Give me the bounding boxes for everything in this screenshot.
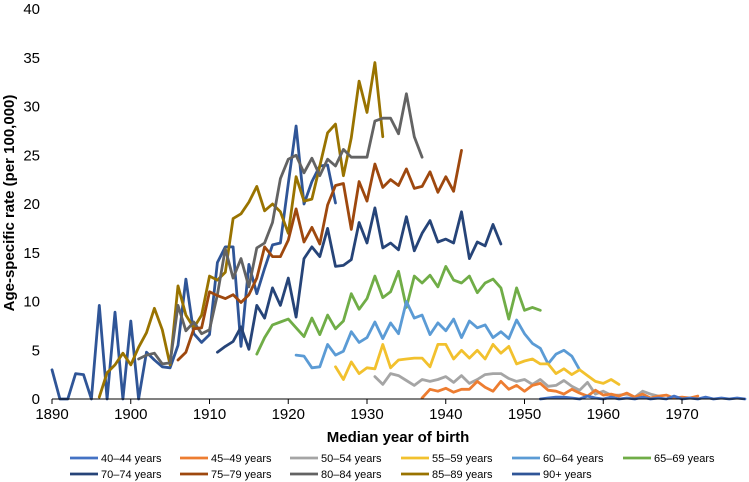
legend-item: 55–59 years	[401, 453, 493, 465]
legend-item: 60–64 years	[512, 453, 604, 465]
x-tick-label: 1940	[429, 406, 462, 423]
y-axis-ticks: 0 5 10 15 20 25 30 35 40	[23, 1, 40, 408]
y-tick-label: 0	[32, 391, 40, 408]
x-tick-label: 1930	[350, 406, 383, 423]
legend-item: 40–44 years	[70, 453, 162, 465]
legend-label: 60–64 years	[543, 453, 604, 465]
y-tick-label: 35	[23, 50, 40, 67]
legend-label: 55–59 years	[432, 453, 493, 465]
legend-label: 80–84 years	[321, 469, 382, 481]
y-tick-label: 5	[32, 342, 40, 359]
series-line-55-59-years	[334, 342, 621, 386]
y-tick-label: 15	[23, 245, 40, 262]
series-line-75-79-years	[176, 148, 463, 362]
x-tick-label: 1970	[665, 406, 698, 423]
legend-label: 65–69 years	[654, 453, 715, 465]
series-line-85-89-years	[97, 61, 385, 399]
series-line-80-84-years	[137, 92, 424, 366]
x-tick-label: 1900	[114, 406, 147, 423]
y-axis-title: Age-specific rate (per 100,000)	[1, 95, 18, 312]
legend-label: 85–89 years	[432, 469, 493, 481]
series-line-70-74-years	[215, 206, 503, 354]
y-tick-label: 25	[23, 147, 40, 164]
legend-item: 65–69 years	[623, 453, 715, 465]
x-axis-ticks: 1890 1900 1910 1920 1930 1940 1950 1960 1970	[35, 399, 699, 423]
legend-label: 90+ years	[543, 469, 592, 481]
legend: 40–44 years 45–49 years 50–54 years 55–59 y…	[70, 453, 715, 481]
legend-item: 80–84 years	[290, 469, 382, 481]
legend-item: 75–79 years	[180, 469, 272, 481]
y-tick-label: 20	[23, 196, 40, 213]
y-tick-label: 40	[23, 1, 40, 18]
legend-item: 50–54 years	[290, 453, 382, 465]
series-line-90+-years	[50, 124, 337, 401]
legend-item: 70–74 years	[70, 469, 162, 481]
legend-item: 90+ years	[512, 469, 592, 481]
series-line-60-64-years	[294, 300, 581, 372]
legend-label: 40–44 years	[101, 453, 162, 465]
series-group	[50, 61, 747, 401]
legend-item: 45–49 years	[180, 453, 272, 465]
x-tick-label: 1950	[508, 406, 541, 423]
legend-item: 85–89 years	[401, 469, 493, 481]
legend-label: 45–49 years	[211, 453, 272, 465]
y-tick-label: 10	[23, 294, 40, 311]
x-tick-label: 1960	[587, 406, 620, 423]
series-line-65-69-years	[255, 264, 542, 356]
x-axis-title: Median year of birth	[327, 429, 470, 446]
legend-label: 75–79 years	[211, 469, 272, 481]
series-line-40-44-years	[538, 394, 747, 401]
x-tick-label: 1910	[193, 406, 226, 423]
legend-label: 70–74 years	[101, 469, 162, 481]
y-tick-label: 30	[23, 99, 40, 116]
legend-label: 50–54 years	[321, 453, 382, 465]
x-tick-label: 1920	[272, 406, 305, 423]
x-tick-label: 1890	[35, 406, 68, 423]
